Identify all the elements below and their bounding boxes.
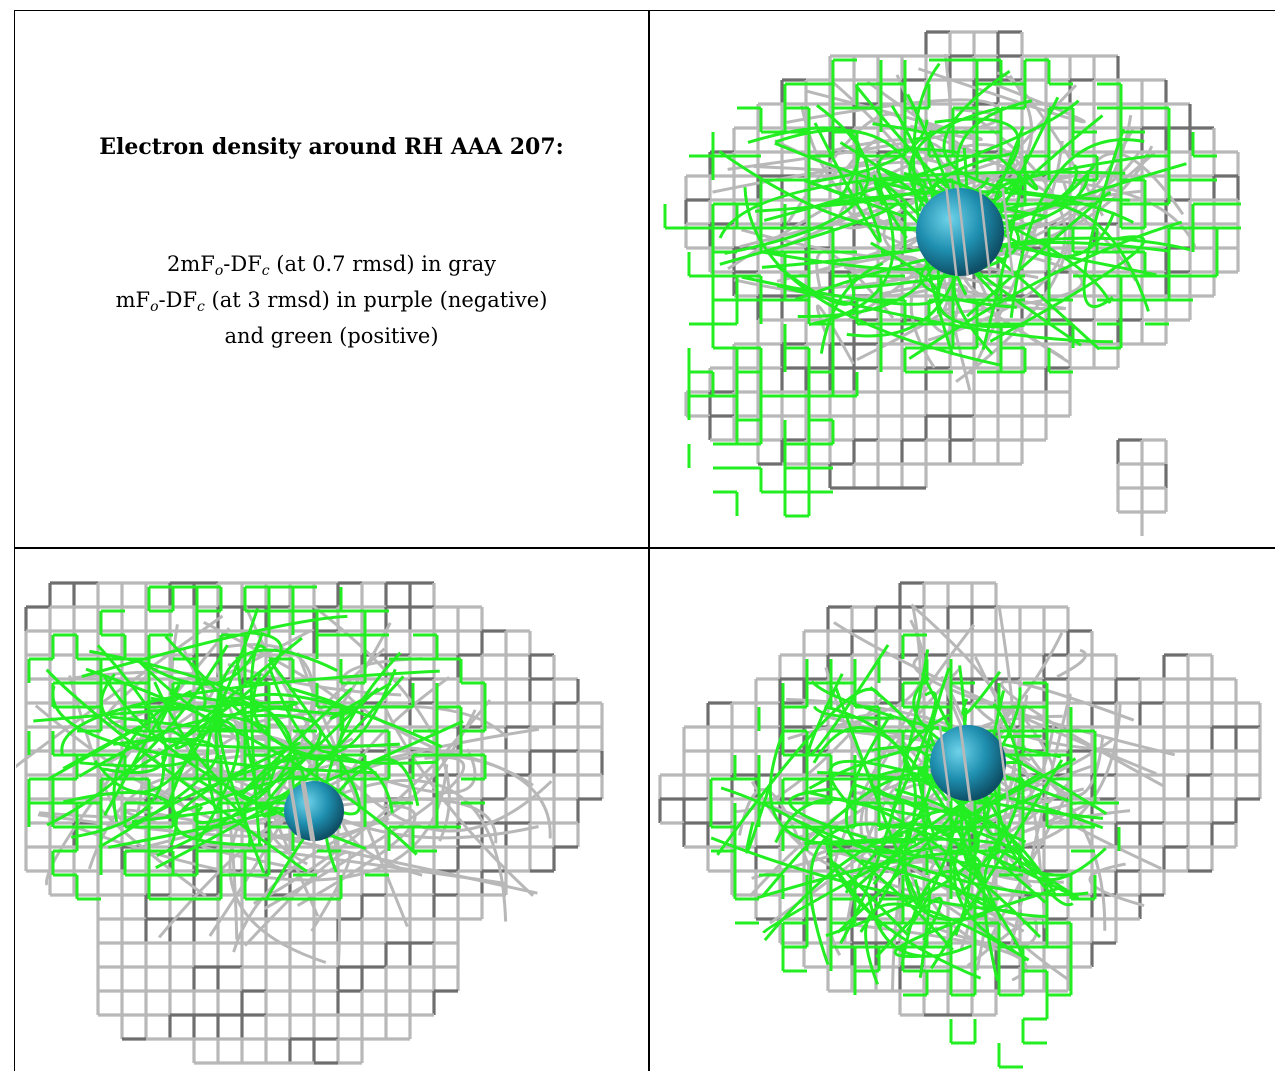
legend-line-2: mFo-DFc (at 3 rmsd) in purple (negative) [115,288,548,315]
figure-title: Electron density around RH AAA 207: [99,134,564,160]
legend-text: 2mFo-DFc (at 0.7 rmsd) in gray mFo-DFc (… [16,250,647,351]
column-divider [648,10,650,1071]
row-divider [14,547,1275,549]
green-mesh [27,585,487,901]
table-frame [14,10,1275,1071]
density-mesh-3 [658,581,1262,1069]
legend-line-3: and green (positive) [224,324,439,348]
caption-cell: Electron density around RH AAA 207: 2mFo… [16,12,647,546]
density-mesh-2 [16,581,604,1065]
green-mesh [709,633,1121,1069]
density-mesh-1 [663,30,1241,536]
rh-atom-sphere [930,725,1006,801]
density-view-bottom-right [650,549,1275,1071]
legend-line-1: 2mFo-DFc (at 0.7 rmsd) in gray [166,252,497,279]
density-view-bottom-left [16,549,647,1071]
density-view-top-right [650,12,1275,546]
